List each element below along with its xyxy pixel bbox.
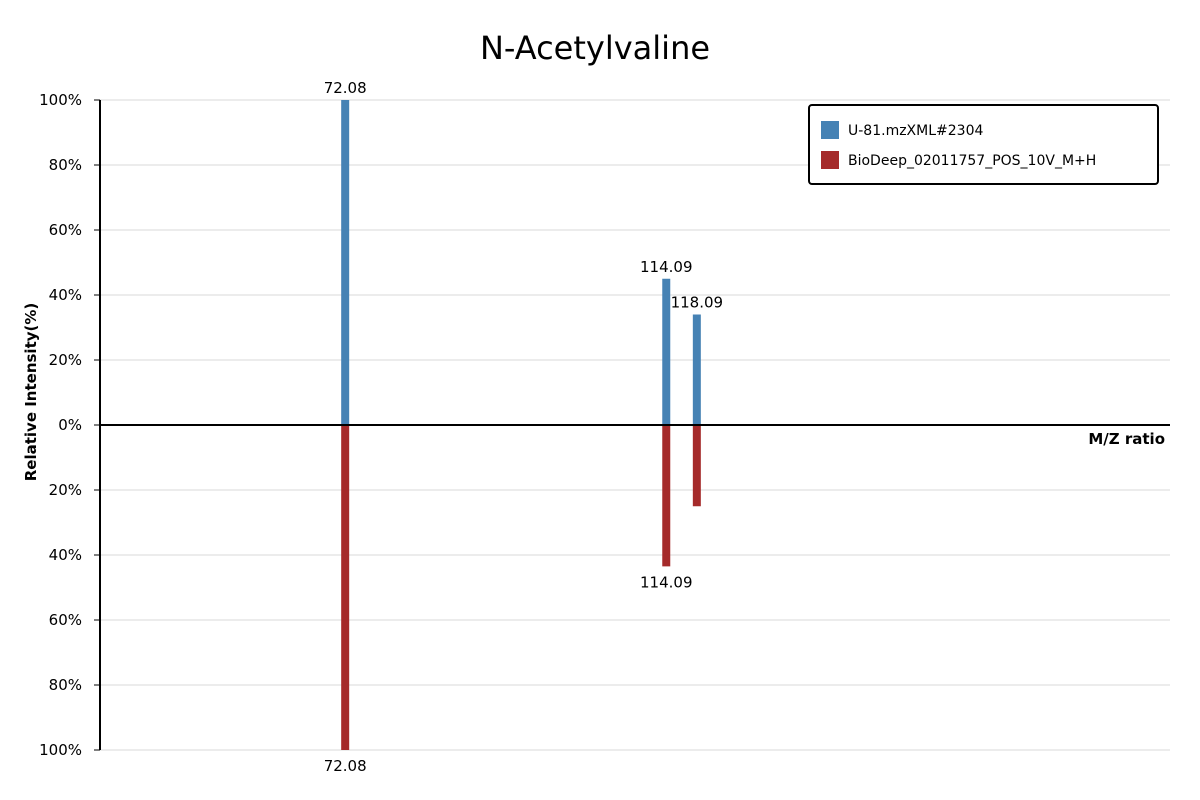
reference-peak-bar bbox=[341, 425, 350, 750]
y-tick-label: 100% bbox=[39, 91, 82, 109]
reference-peak-bar bbox=[692, 425, 701, 507]
y-tick-label: 40% bbox=[49, 286, 82, 304]
reference-peak-label: 114.09 bbox=[640, 573, 693, 591]
peak-bars bbox=[341, 100, 701, 750]
peak-labels: 72.08 114.09 118.09 72.08 114.09 bbox=[324, 79, 723, 775]
reference-peak-bar bbox=[662, 425, 671, 567]
y-tick-label: 100% bbox=[39, 741, 82, 759]
legend: U-81.mzXML#2304 BioDeep_02011757_POS_10V… bbox=[808, 104, 1159, 185]
y-tick-label: 0% bbox=[58, 416, 82, 434]
y-tick-label: 20% bbox=[49, 351, 82, 369]
sample-peak-label: 72.08 bbox=[324, 79, 367, 97]
sample-peak-label: 118.09 bbox=[671, 294, 724, 312]
y-tick-label: 80% bbox=[49, 156, 82, 174]
reference-peak-label: 72.08 bbox=[324, 757, 367, 775]
y-tick-label: 60% bbox=[49, 221, 82, 239]
legend-box bbox=[808, 104, 1159, 185]
legend-label-reference: BioDeep_02011757_POS_10V_M+H bbox=[848, 153, 1096, 169]
sample-peak-label: 114.09 bbox=[640, 258, 693, 276]
y-tick-label: 20% bbox=[49, 481, 82, 499]
y-tick-label: 60% bbox=[49, 611, 82, 629]
y-axis-title: Relative Intensity(%) bbox=[22, 303, 40, 482]
sample-peak-bar bbox=[662, 278, 671, 425]
legend-label-sample: U-81.mzXML#2304 bbox=[848, 123, 983, 139]
sample-peak-bar bbox=[341, 100, 350, 425]
chart-title: N-Acetylvaline bbox=[480, 29, 710, 67]
y-tick-labels: 100% 80% 60% 40% 20% 0% 20% 40% 60% 80% 100% bbox=[39, 91, 82, 759]
axes bbox=[99, 100, 1170, 750]
legend-swatch-sample bbox=[821, 121, 839, 139]
x-axis-title: M/Z ratio bbox=[1088, 430, 1165, 448]
legend-swatch-reference bbox=[821, 151, 839, 169]
y-tick-label: 40% bbox=[49, 546, 82, 564]
y-tick-label: 80% bbox=[49, 676, 82, 694]
sample-peak-bar bbox=[692, 314, 701, 425]
